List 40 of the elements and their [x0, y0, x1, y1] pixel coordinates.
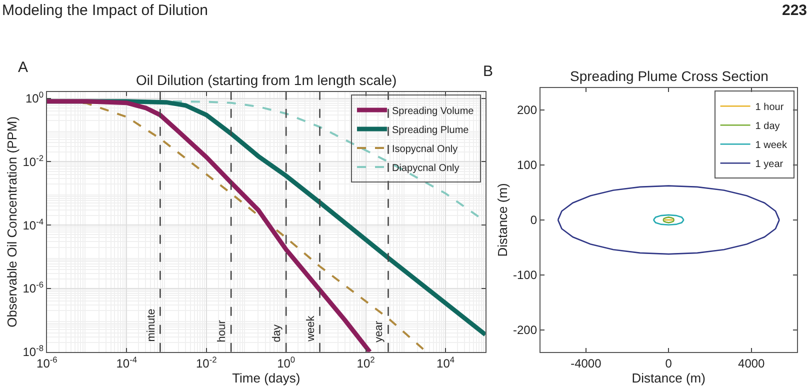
ref-line-label: hour: [216, 320, 228, 342]
ref-line-label: week: [305, 315, 318, 342]
text: Modeling the Impact of Dilution: [2, 2, 208, 19]
x-tick-label: 10$^{0}$: [277, 354, 296, 370]
text: 223: [782, 2, 808, 19]
x-axis-title: Distance (m): [632, 370, 706, 386]
text: A: [18, 59, 28, 76]
y-tick-label: 200: [516, 103, 538, 118]
x-tick-label: 10$^{2}$: [356, 354, 376, 370]
y-tick-label: 0: [530, 213, 538, 228]
ref-line-label: year: [373, 320, 386, 342]
x-tick-label: 10$^{4}$: [436, 354, 455, 370]
legend-label: 1 year: [755, 159, 784, 170]
y-tick-label: -200: [512, 323, 538, 338]
x-tick-label: -4000: [570, 356, 602, 370]
legend-label: 1 day: [755, 121, 780, 132]
chart-title: Oil Dilution (starting from 1m length scale): [136, 72, 397, 88]
x-tick-label: 4000: [738, 356, 766, 370]
y-tick-label: -100: [512, 268, 538, 282]
legend-label: 1 hour: [755, 102, 784, 114]
x-axis-title: Time (days): [232, 370, 300, 386]
ref-line-label: minute: [146, 308, 158, 342]
ref-line-label: day: [270, 324, 283, 342]
y-tick-label: 100: [516, 158, 538, 172]
legend-label: 1 week: [755, 140, 788, 152]
y-tick-label: 10$^{0}$: [25, 90, 44, 106]
chart-title: Spreading Plume Cross Section: [570, 68, 768, 84]
x-tick-label: 10$^{-4}$: [116, 354, 138, 370]
y-axis-title: Observable Oil Concentration (PPM): [4, 116, 20, 328]
legend-label: Spreading Volume: [392, 106, 474, 117]
x-tick-label: 10$^{-2}$: [196, 354, 218, 370]
x-tick-label: 0: [665, 356, 672, 370]
legend-label: Isopycnal Only: [392, 144, 458, 155]
legend-label: Diapycnal Only: [392, 162, 460, 174]
y-tick-label: 10$^{-4}$: [22, 216, 44, 232]
y-tick-label: 10$^{-2}$: [22, 152, 44, 169]
text: B: [483, 63, 494, 80]
y-axis-title: Distance (m): [494, 183, 510, 257]
legend-label: Spreading Plume: [392, 124, 470, 136]
y-tick-label: 10$^{-6}$: [22, 280, 44, 296]
